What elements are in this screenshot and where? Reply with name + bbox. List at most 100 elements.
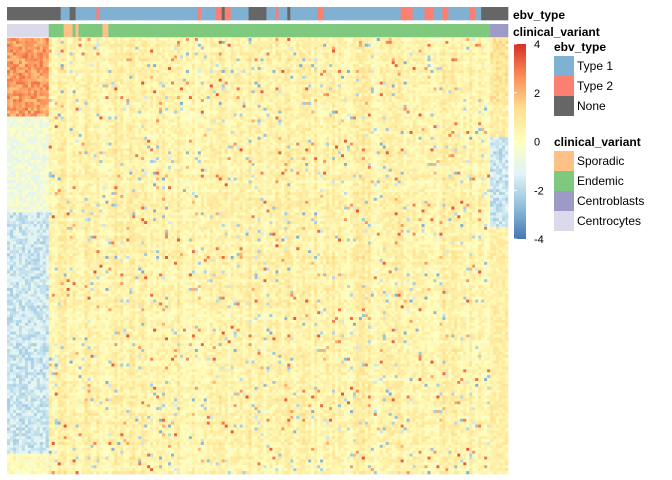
heatmap-cell xyxy=(389,41,392,44)
heatmap-cell xyxy=(407,105,410,108)
heatmap-cell xyxy=(138,108,141,111)
heatmap-cell xyxy=(281,44,284,47)
heatmap-cell xyxy=(263,38,266,41)
heatmap-cell xyxy=(287,73,290,76)
heatmap-cell xyxy=(439,87,442,90)
heatmap-cell xyxy=(299,90,302,93)
heatmap-cell xyxy=(287,79,290,82)
heatmap-cell xyxy=(255,111,258,114)
heatmap-cell xyxy=(73,108,76,111)
heatmap-cell xyxy=(344,79,347,82)
heatmap-cell xyxy=(266,99,269,102)
heatmap-cell xyxy=(281,93,284,96)
heatmap-cell xyxy=(58,105,61,108)
heatmap-cell xyxy=(49,116,52,119)
heatmap-cell xyxy=(335,58,338,61)
heatmap-cell xyxy=(335,38,338,41)
heatmap-cell xyxy=(186,64,189,67)
heatmap-cell xyxy=(55,102,58,105)
heatmap-cell xyxy=(102,102,105,105)
heatmap-cell xyxy=(55,53,58,56)
heatmap-cell xyxy=(305,44,308,47)
heatmap-cell xyxy=(392,64,395,67)
heatmap-cell xyxy=(144,53,147,56)
heatmap-cell xyxy=(362,76,365,79)
heatmap-cell xyxy=(156,55,159,58)
heatmap-cell xyxy=(28,85,31,88)
heatmap-cell xyxy=(493,58,496,61)
heatmap-cell xyxy=(460,114,463,117)
heatmap-cell xyxy=(43,96,46,99)
heatmap-cell xyxy=(141,53,144,56)
heatmap-cell xyxy=(469,79,472,82)
heatmap-cell xyxy=(240,41,243,44)
heatmap-cell xyxy=(228,114,231,117)
heatmap-cell xyxy=(249,93,252,96)
heatmap-cell xyxy=(419,102,422,105)
heatmap-cell xyxy=(49,50,52,53)
heatmap-cell xyxy=(210,73,213,76)
heatmap-cell xyxy=(40,108,43,111)
heatmap-cell xyxy=(132,102,135,105)
heatmap-cell xyxy=(222,116,225,119)
heatmap-cell xyxy=(31,105,34,108)
heatmap-cell xyxy=(177,61,180,64)
heatmap-cell xyxy=(177,44,180,47)
heatmap-cell xyxy=(502,55,505,58)
heatmap-cell xyxy=(216,116,219,119)
heatmap-cell xyxy=(96,47,99,50)
heatmap-cell xyxy=(293,111,296,114)
heatmap-cell xyxy=(246,61,249,64)
heatmap-cell xyxy=(156,47,159,50)
heatmap-cell xyxy=(240,64,243,67)
heatmap-cell xyxy=(475,79,478,82)
heatmap-cell xyxy=(356,93,359,96)
heatmap-cell xyxy=(240,73,243,76)
heatmap-cell xyxy=(302,114,305,117)
heatmap-cell xyxy=(126,44,129,47)
heatmap-cell xyxy=(76,87,79,90)
heatmap-cell xyxy=(207,38,210,41)
heatmap-cell xyxy=(102,64,105,67)
heatmap-cell xyxy=(207,96,210,99)
heatmap-cell xyxy=(171,55,174,58)
heatmap-cell xyxy=(260,50,263,53)
heatmap-cell xyxy=(487,61,490,64)
heatmap-cell xyxy=(275,70,278,73)
heatmap-cell xyxy=(120,99,123,102)
heatmap-cell xyxy=(129,41,132,44)
heatmap-cell xyxy=(430,82,433,85)
heatmap-cell xyxy=(422,96,425,99)
heatmap-cell xyxy=(34,73,37,76)
heatmap-cell xyxy=(16,55,19,58)
heatmap-cell xyxy=(371,111,374,114)
heatmap-cell xyxy=(326,102,329,105)
heatmap-cell xyxy=(111,90,114,93)
heatmap-cell xyxy=(135,87,138,90)
heatmap-cell xyxy=(162,61,165,64)
clinical-variant-cell xyxy=(138,24,141,37)
heatmap-cell xyxy=(222,73,225,76)
heatmap-cell xyxy=(117,85,120,88)
heatmap-cell xyxy=(493,79,496,82)
heatmap-cell xyxy=(40,111,43,114)
heatmap-cell xyxy=(168,67,171,70)
heatmap-cell xyxy=(108,79,111,82)
heatmap-cell xyxy=(177,55,180,58)
heatmap-cell xyxy=(353,93,356,96)
clinical-variant-cell xyxy=(198,24,201,37)
heatmap-cell xyxy=(296,111,299,114)
heatmap-cell xyxy=(219,105,222,108)
heatmap-cell xyxy=(356,82,359,85)
heatmap-cell xyxy=(386,61,389,64)
heatmap-cell xyxy=(281,53,284,56)
heatmap-cell xyxy=(258,102,261,105)
heatmap-cell xyxy=(350,38,353,41)
heatmap-cell xyxy=(278,55,281,58)
heatmap-cell xyxy=(463,93,466,96)
heatmap-cell xyxy=(392,96,395,99)
heatmap-cell xyxy=(162,93,165,96)
heatmap-cell xyxy=(263,102,266,105)
heatmap-cell xyxy=(410,93,413,96)
ebv-type-cell xyxy=(481,7,484,20)
